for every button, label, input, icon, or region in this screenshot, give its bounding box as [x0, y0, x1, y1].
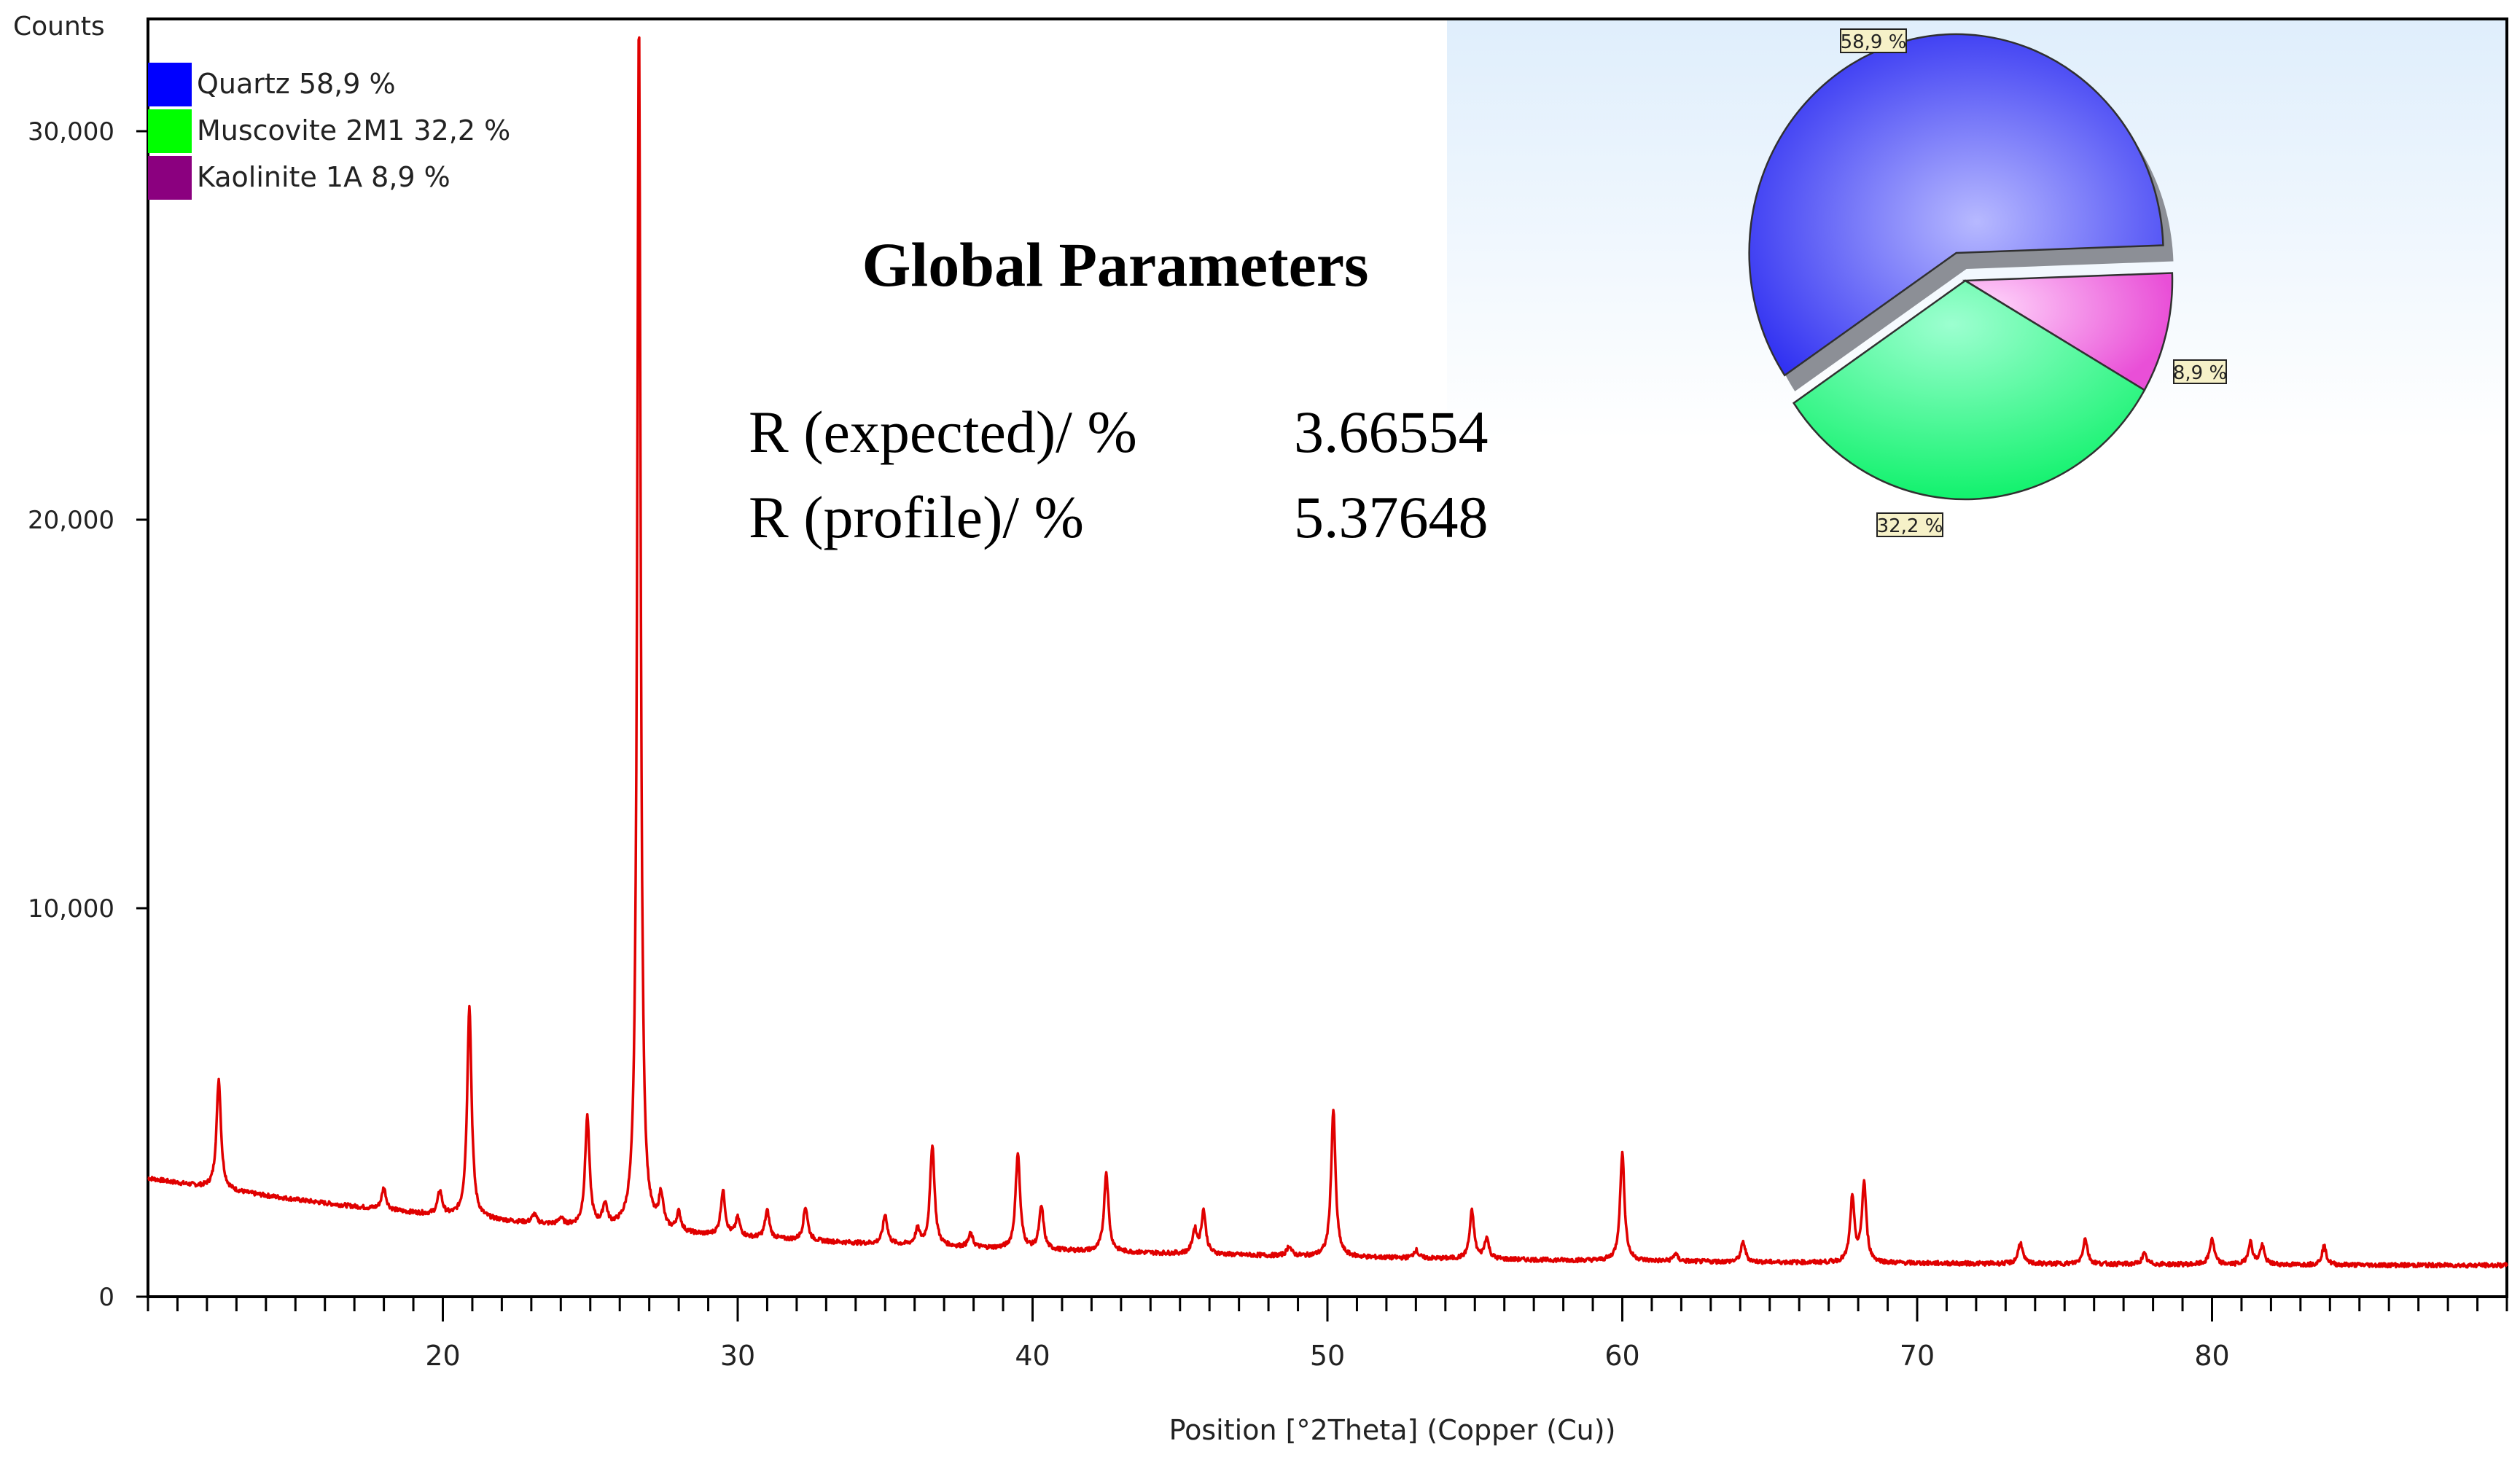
y-tick-label: 10,000	[28, 894, 114, 924]
pie-slice-label-box	[2173, 359, 2227, 384]
r-expected-value: 3.66554	[1294, 399, 1489, 465]
pie-slice-label-box	[1876, 512, 1943, 537]
x-tick-label: 20	[425, 1340, 460, 1372]
x-tick-label: 50	[1310, 1340, 1345, 1372]
x-tick-label: 40	[1015, 1340, 1050, 1372]
x-tick-label: 60	[1604, 1340, 1639, 1372]
xrd-pattern-line	[147, 36, 2508, 1269]
r-expected-label: R (expected)/ %	[749, 399, 1137, 465]
y-axis-ticks: 0 10,000 20,000 30,000	[28, 117, 148, 1312]
x-tick-label: 30	[720, 1340, 755, 1372]
legend-swatch-muscovite	[148, 109, 192, 153]
x-tick-label: 70	[1900, 1340, 1935, 1372]
legend-label: Quartz 58,9 %	[197, 68, 396, 100]
phase-pie-chart: 58,9 % 32,2 % 8,9 %	[1748, 28, 2227, 537]
x-axis-label: Position [°2Theta] (Copper (Cu))	[1169, 1414, 1616, 1446]
y-tick-label: 0	[98, 1283, 114, 1312]
r-profile-label: R (profile)/ %	[749, 484, 1084, 550]
legend-swatch-kaolinite	[148, 156, 192, 200]
legend-label: Kaolinite 1A 8,9 %	[197, 161, 450, 193]
y-tick-label: 30,000	[28, 117, 114, 147]
y-axis-label: Counts	[13, 12, 105, 42]
legend-label: Muscovite 2M1 32,2 %	[197, 114, 510, 147]
x-tick-label: 80	[2194, 1340, 2229, 1372]
global-parameters-title: Global Parameters	[862, 230, 1369, 300]
pie-slice-kaolinite	[1962, 272, 2174, 391]
legend-swatch-quartz	[148, 63, 192, 106]
y-tick-label: 20,000	[28, 506, 114, 535]
pie-legend: Quartz 58,9 % Muscovite 2M1 32,2 % Kaolini…	[148, 63, 510, 200]
pie-slice-label-box	[1840, 28, 1907, 53]
r-profile-value: 5.37648	[1294, 484, 1489, 550]
pie-slice-label: 8,9 %	[2173, 362, 2227, 384]
x-axis-ticks: 20 30 40 50 60 70 80	[147, 1297, 2508, 1372]
pie-slice-muscovite	[1792, 279, 2146, 501]
pie-slice-label: 58,9 %	[1841, 31, 1907, 53]
pie-slice-label: 32,2 %	[1877, 515, 1943, 537]
